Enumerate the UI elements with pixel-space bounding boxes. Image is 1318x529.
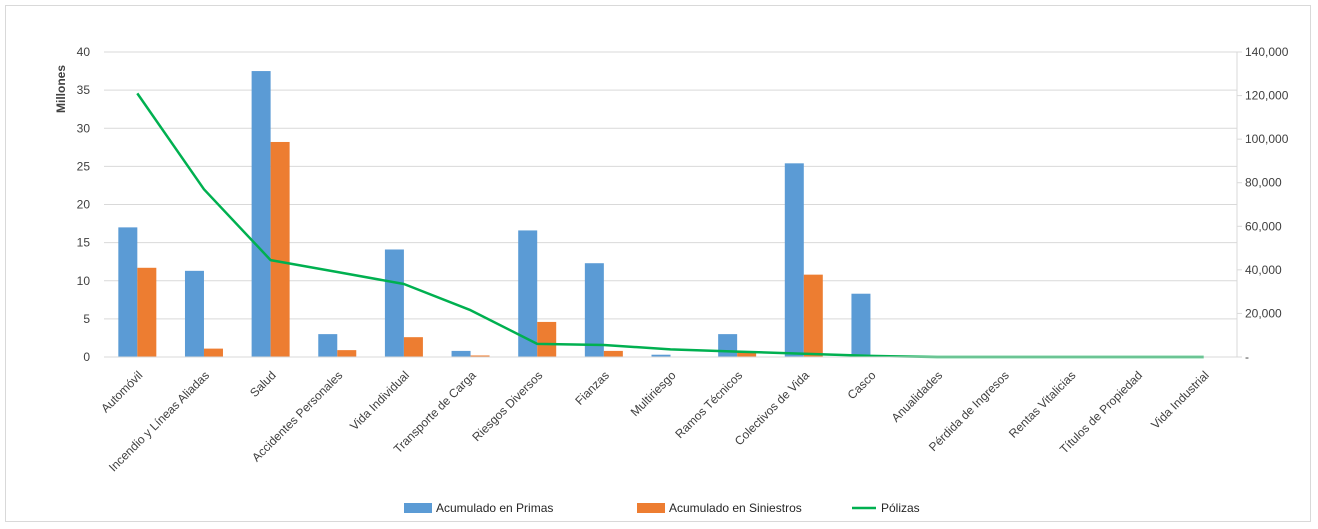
- x-tick-label: Rentas Vitalicias: [1006, 368, 1078, 440]
- legend-label: Acumulado en Siniestros: [669, 501, 802, 515]
- bar-primas: [251, 71, 271, 357]
- legend: Acumulado en Primas Acumulado en Siniestr…: [404, 501, 920, 515]
- x-tick-label: Vida Individual: [347, 368, 412, 433]
- y2-tick-label: 40,000: [1245, 263, 1282, 277]
- y-tick-label: 25: [77, 159, 91, 173]
- x-tick-label: Colectivos de Vida: [732, 368, 812, 448]
- y-tick-label: 35: [77, 83, 91, 97]
- x-tick-label: Vida Industrial: [1148, 368, 1212, 432]
- y2-tick-label: 120,000: [1245, 89, 1289, 103]
- bar-primas: [851, 293, 871, 357]
- bar-primas: [184, 270, 204, 357]
- bar-primas: [451, 350, 471, 357]
- x-tick-label: Riesgos Diversos: [469, 368, 545, 444]
- y-tick-label: 10: [77, 274, 91, 288]
- bar-siniestros: [803, 274, 823, 357]
- bar-primas: [584, 263, 604, 357]
- x-tick-label: Anualidades: [889, 368, 946, 425]
- bar-primas: [651, 354, 671, 357]
- bar-siniestros: [337, 350, 357, 357]
- y-axis-right: - 20,000 40,000 60,000 80,000 100,000 120,000 1…: [1236, 45, 1289, 364]
- legend-swatch: [637, 503, 665, 513]
- y-tick-label: 15: [77, 236, 91, 250]
- bar-primas: [784, 163, 804, 357]
- bar-primas: [318, 334, 338, 357]
- y-tick-label: 20: [77, 198, 91, 212]
- y-axis-title: Millones: [54, 65, 68, 113]
- legend-swatch: [404, 503, 432, 513]
- x-tick-label: Ramos Técnicos: [672, 368, 745, 441]
- y-tick-label: 30: [77, 121, 91, 135]
- x-tick-label: Fianzas: [572, 368, 612, 408]
- legend-label: Pólizas: [881, 501, 920, 515]
- x-tick-label: Salud: [247, 368, 279, 400]
- y-tick-label: 40: [77, 45, 91, 59]
- y2-tick-label: 100,000: [1245, 132, 1289, 146]
- bar-siniestros: [737, 352, 757, 357]
- bar-primas: [718, 334, 738, 357]
- line-polizas: [136, 92, 1204, 359]
- bar-siniestros: [403, 337, 423, 357]
- x-tick-label: Multiriesgo: [628, 368, 679, 419]
- x-tick-label: Casco: [845, 368, 879, 402]
- y2-tick-label: 60,000: [1245, 219, 1282, 233]
- bar-siniestros: [203, 348, 223, 357]
- x-tick-label: Automóvil: [98, 368, 145, 415]
- chart-frame: [5, 5, 1311, 522]
- bar-series: [118, 71, 938, 358]
- bar-siniestros: [603, 350, 623, 357]
- y-tick-label: 0: [83, 350, 90, 364]
- y2-tick-label: -: [1245, 350, 1249, 364]
- bar-siniestros: [537, 321, 557, 357]
- y2-tick-label: 20,000: [1245, 306, 1282, 320]
- line-series: [136, 92, 1204, 359]
- bar-primas: [384, 249, 404, 357]
- y2-tick-label: 80,000: [1245, 176, 1282, 190]
- y-tick-label: 5: [83, 312, 90, 326]
- y-axis-left: 0 5 10 15 20 25 30 35 40: [77, 45, 91, 364]
- bar-primas: [518, 230, 538, 357]
- y2-tick-label: 140,000: [1245, 45, 1289, 59]
- bar-siniestros: [137, 267, 157, 357]
- bar-primas: [118, 227, 138, 357]
- bar-siniestros: [270, 141, 290, 357]
- bar-siniestros: [470, 355, 490, 357]
- legend-label: Acumulado en Primas: [436, 501, 553, 515]
